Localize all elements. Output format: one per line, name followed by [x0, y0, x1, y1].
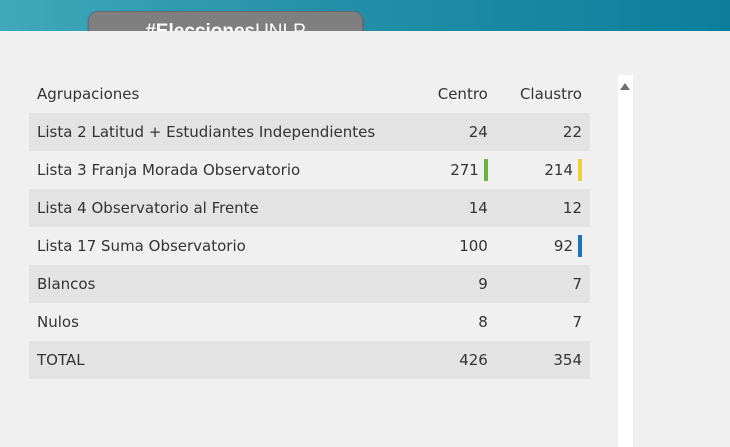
row-name: Nulos [37, 313, 79, 331]
table-row-total: TOTAL 426 354 [29, 341, 590, 379]
row-claustro: 7 [572, 275, 582, 293]
row-name: Lista 17 Suma Observatorio [37, 237, 246, 255]
table-row: Lista 4 Observatorio al Frente 14 12 [29, 189, 590, 227]
row-claustro: 12 [562, 199, 582, 217]
column-header-claustro: Claustro [519, 85, 582, 103]
table-row: Blancos 9 7 [29, 265, 590, 303]
results-table: Agrupaciones Centro Claustro Lista 2 Lat… [29, 75, 590, 379]
row-centro: 9 [478, 275, 488, 293]
row-centro: 426 [459, 351, 488, 369]
claustro-second-marker [578, 235, 582, 257]
column-header-agrupaciones: Agrupaciones [37, 85, 140, 103]
table-row: Lista 17 Suma Observatorio 100 92 [29, 227, 590, 265]
row-name: Lista 4 Observatorio al Frente [37, 199, 259, 217]
claustro-winner-marker [578, 159, 582, 181]
table-row: Nulos 8 7 [29, 303, 590, 341]
scrollbar[interactable] [618, 75, 633, 447]
row-name: Lista 3 Franja Morada Observatorio [37, 161, 301, 179]
table-row: Lista 3 Franja Morada Observatorio 271 2… [29, 151, 590, 189]
row-centro: 271 [450, 161, 479, 179]
row-claustro-cell: 92 [496, 227, 590, 265]
row-centro: 8 [478, 313, 488, 331]
row-claustro-cell: 214 [496, 151, 590, 189]
row-centro: 100 [459, 237, 488, 255]
row-claustro: 92 [553, 237, 573, 255]
row-claustro: 7 [572, 313, 582, 331]
column-header-centro: Centro [437, 85, 488, 103]
row-centro: 24 [468, 123, 488, 141]
scroll-up-arrow-icon[interactable] [620, 83, 630, 90]
row-name: TOTAL [37, 351, 85, 369]
table-header-row: Agrupaciones Centro Claustro [29, 75, 590, 113]
results-panel [0, 31, 633, 447]
centro-winner-marker [483, 159, 488, 181]
row-centro-cell: 271 [398, 151, 496, 189]
table-row: Lista 2 Latitud + Estudiantes Independie… [29, 113, 590, 151]
row-centro: 14 [468, 199, 488, 217]
row-claustro: 354 [553, 351, 582, 369]
row-claustro: 22 [562, 123, 582, 141]
row-name: Blancos [37, 275, 96, 293]
row-claustro: 214 [544, 161, 573, 179]
row-name: Lista 2 Latitud + Estudiantes Independie… [37, 123, 376, 141]
